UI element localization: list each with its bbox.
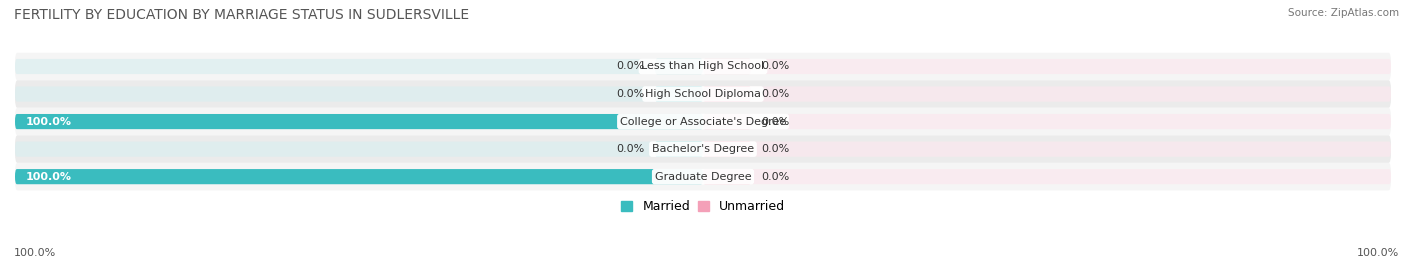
- FancyBboxPatch shape: [655, 141, 703, 157]
- Text: Graduate Degree: Graduate Degree: [655, 172, 751, 182]
- FancyBboxPatch shape: [15, 59, 703, 74]
- FancyBboxPatch shape: [703, 169, 1391, 184]
- FancyBboxPatch shape: [15, 169, 703, 184]
- Text: Less than High School: Less than High School: [641, 62, 765, 72]
- FancyBboxPatch shape: [703, 59, 751, 74]
- Text: 0.0%: 0.0%: [762, 89, 790, 99]
- FancyBboxPatch shape: [703, 59, 1391, 74]
- Text: Source: ZipAtlas.com: Source: ZipAtlas.com: [1288, 8, 1399, 18]
- Text: Bachelor's Degree: Bachelor's Degree: [652, 144, 754, 154]
- FancyBboxPatch shape: [15, 53, 1391, 80]
- FancyBboxPatch shape: [703, 86, 751, 102]
- Text: College or Associate's Degree: College or Associate's Degree: [620, 116, 786, 127]
- FancyBboxPatch shape: [703, 86, 1391, 102]
- Text: 100.0%: 100.0%: [1357, 248, 1399, 258]
- FancyBboxPatch shape: [15, 108, 1391, 135]
- Text: 100.0%: 100.0%: [25, 116, 72, 127]
- FancyBboxPatch shape: [15, 114, 703, 129]
- FancyBboxPatch shape: [15, 141, 703, 157]
- Text: 0.0%: 0.0%: [616, 144, 644, 154]
- Text: High School Diploma: High School Diploma: [645, 89, 761, 99]
- FancyBboxPatch shape: [703, 114, 1391, 129]
- FancyBboxPatch shape: [703, 141, 751, 157]
- FancyBboxPatch shape: [15, 169, 703, 184]
- Text: 0.0%: 0.0%: [762, 172, 790, 182]
- FancyBboxPatch shape: [15, 86, 703, 102]
- FancyBboxPatch shape: [703, 169, 751, 184]
- Text: 0.0%: 0.0%: [616, 89, 644, 99]
- FancyBboxPatch shape: [655, 59, 703, 74]
- FancyBboxPatch shape: [703, 141, 1391, 157]
- Text: 0.0%: 0.0%: [616, 62, 644, 72]
- Text: 0.0%: 0.0%: [762, 144, 790, 154]
- Text: 0.0%: 0.0%: [762, 62, 790, 72]
- Legend: Married, Unmarried: Married, Unmarried: [616, 195, 790, 218]
- FancyBboxPatch shape: [15, 80, 1391, 108]
- Text: 100.0%: 100.0%: [14, 248, 56, 258]
- FancyBboxPatch shape: [15, 114, 703, 129]
- Text: FERTILITY BY EDUCATION BY MARRIAGE STATUS IN SUDLERSVILLE: FERTILITY BY EDUCATION BY MARRIAGE STATU…: [14, 8, 470, 22]
- FancyBboxPatch shape: [15, 163, 1391, 190]
- FancyBboxPatch shape: [655, 86, 703, 102]
- Text: 100.0%: 100.0%: [25, 172, 72, 182]
- Text: 0.0%: 0.0%: [762, 116, 790, 127]
- FancyBboxPatch shape: [703, 114, 751, 129]
- FancyBboxPatch shape: [15, 135, 1391, 163]
